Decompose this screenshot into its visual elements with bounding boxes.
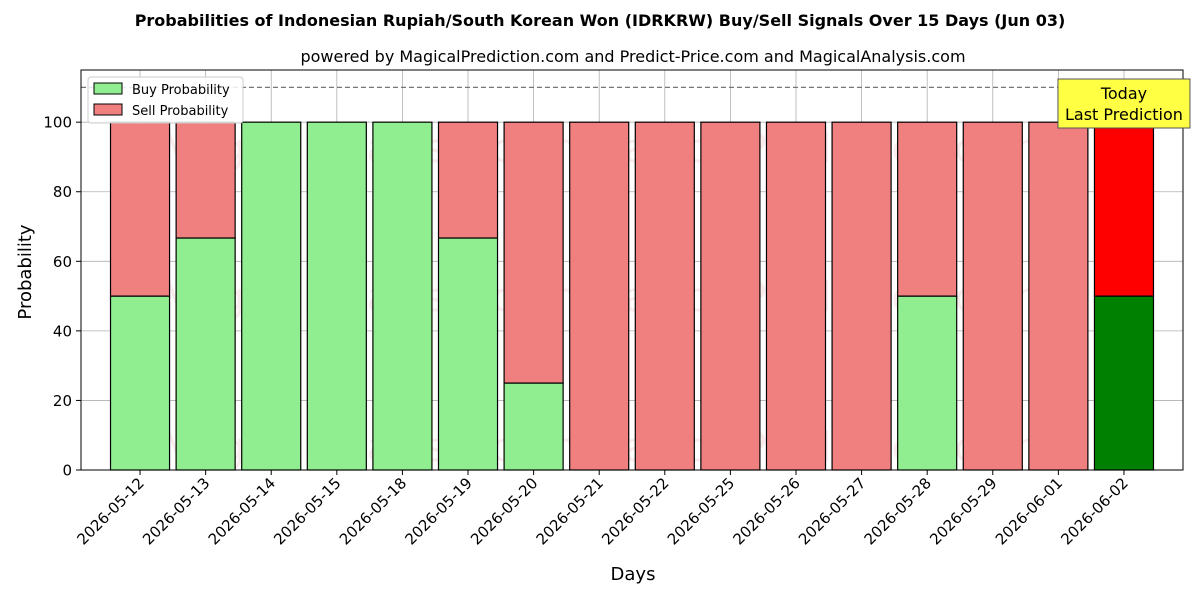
- x-tick-label: 2026-05-14: [205, 474, 279, 548]
- legend-label-sell: Sell Probability: [132, 104, 229, 119]
- sell-bar: [109, 121, 171, 297]
- y-tick-label: 40: [53, 322, 72, 340]
- sell-bar: [1028, 121, 1089, 471]
- buy-bar: [1093, 295, 1155, 471]
- x-tick-label: 2026-05-22: [598, 474, 672, 548]
- x-tick-label: 2026-05-18: [336, 474, 410, 548]
- annotation-box: [1057, 78, 1191, 129]
- sell-bar: [437, 121, 499, 239]
- annotation-line-2: Last Prediction: [1065, 105, 1183, 124]
- x-tick-label: 2026-05-12: [73, 474, 147, 548]
- x-tick-label: 2026-05-13: [139, 474, 213, 548]
- buy-bar: [437, 237, 499, 471]
- y-tick-label: 0: [62, 462, 72, 480]
- sell-bar: [765, 121, 827, 471]
- y-tick-label: 80: [53, 183, 72, 201]
- x-tick-label: 2026-05-25: [664, 474, 738, 548]
- sell-bar: [569, 121, 630, 471]
- chart-title: Probabilities of Indonesian Rupiah/South…: [135, 11, 1066, 30]
- buy-bar: [241, 121, 302, 471]
- x-tick-label: 2026-06-01: [992, 474, 1066, 548]
- x-tick-label: 2026-05-28: [861, 474, 935, 548]
- x-tick-label: 2026-05-21: [533, 474, 607, 548]
- x-tick-label: 2026-05-20: [467, 474, 541, 548]
- x-tick-label: 2026-05-19: [401, 474, 475, 548]
- plot-frame: [80, 69, 1184, 471]
- x-tick-label: 2026-05-26: [729, 474, 803, 548]
- chart-subtitle: powered by MagicalPrediction.com and Pre…: [300, 47, 965, 66]
- buy-bar: [897, 295, 958, 471]
- buy-bar: [503, 382, 564, 471]
- buy-bar: [372, 121, 433, 471]
- legend-label-buy: Buy Probability: [132, 83, 230, 98]
- sell-bar: [503, 121, 564, 384]
- x-tick-label: 2026-05-29: [926, 474, 1000, 548]
- buy-bar: [109, 295, 171, 471]
- sell-bar: [700, 121, 761, 471]
- y-tick-label: 20: [53, 392, 72, 410]
- x-tick-label: 2026-05-27: [795, 474, 869, 548]
- legend-swatch-sell: [93, 103, 123, 116]
- x-tick-label: 2026-05-15: [270, 474, 344, 548]
- y-tick-label: 100: [43, 114, 72, 132]
- plot-area: MagicalAnalysis.com MagicalPrediction.co…: [43, 69, 1191, 548]
- sell-bar: [831, 121, 892, 471]
- y-axis-label: Probability: [15, 224, 36, 319]
- sell-bar: [962, 121, 1023, 471]
- annotation-line-1: Today: [1100, 84, 1147, 103]
- legend-swatch-buy: [93, 82, 123, 95]
- y-tick-label: 60: [53, 253, 72, 271]
- buy-bar: [175, 237, 236, 471]
- x-axis-label: Days: [611, 564, 656, 585]
- x-tick-label: 2026-06-02: [1057, 474, 1131, 548]
- sell-bar: [1093, 121, 1155, 297]
- sell-bar: [634, 121, 695, 471]
- sell-bar: [897, 121, 958, 297]
- buy-bar: [306, 121, 367, 471]
- legend-box: [87, 76, 244, 124]
- sell-bar: [175, 121, 236, 239]
